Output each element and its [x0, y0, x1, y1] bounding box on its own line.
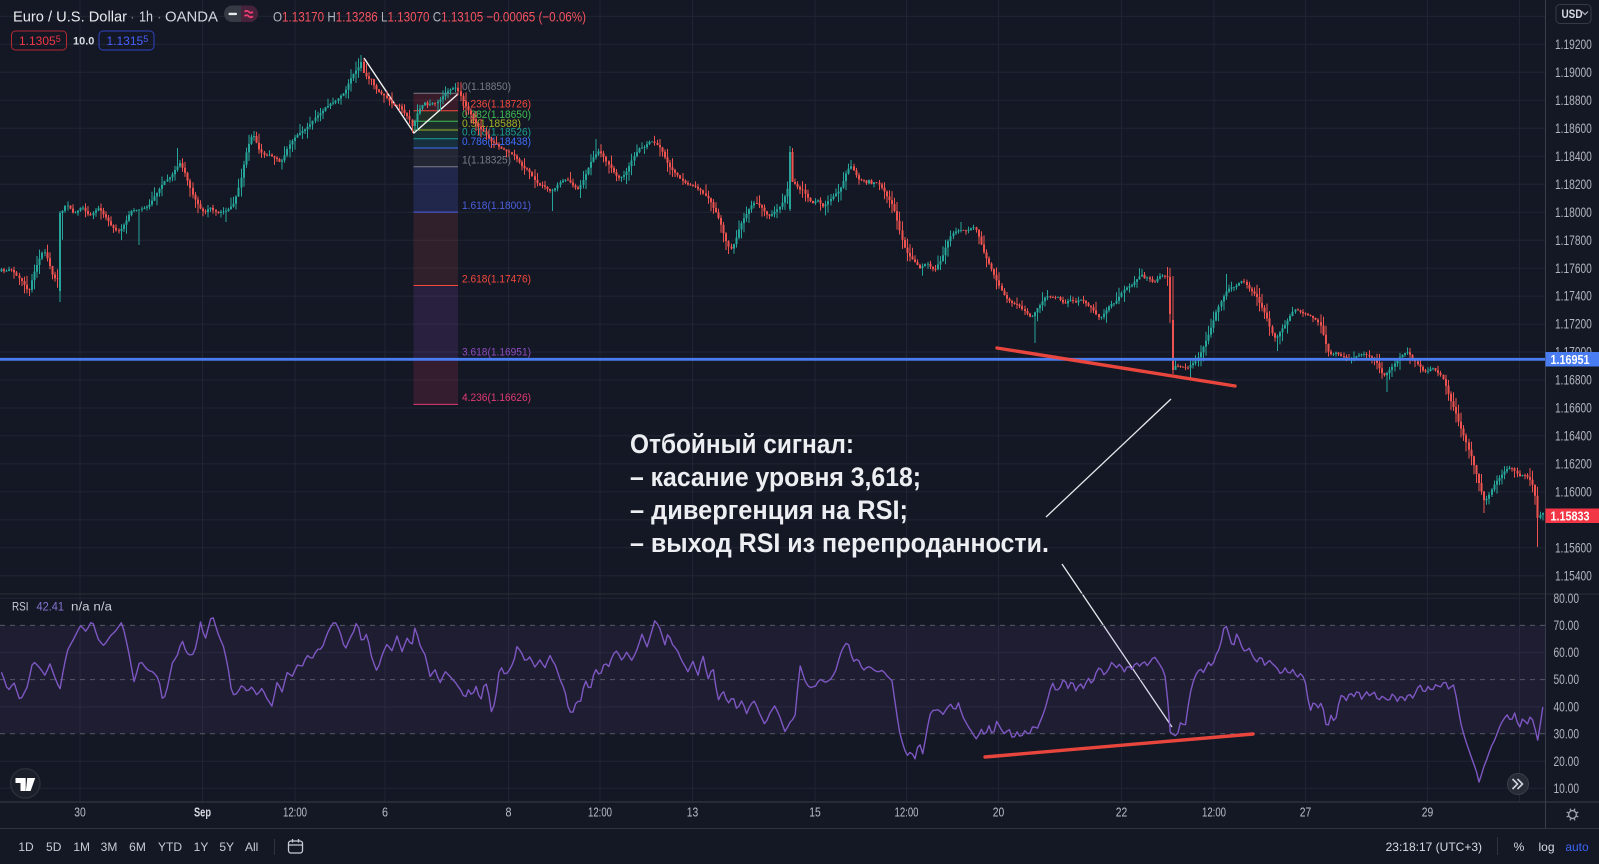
- svg-text:40.00: 40.00: [1554, 700, 1580, 715]
- svg-text:1.17200: 1.17200: [1555, 317, 1592, 332]
- svg-text:All: All: [245, 840, 258, 854]
- svg-text:12:00: 12:00: [283, 805, 307, 820]
- svg-text:1.19200: 1.19200: [1555, 37, 1592, 52]
- svg-text:0.618(1.18526): 0.618(1.18526): [462, 127, 531, 139]
- svg-text:OANDA: OANDA: [165, 10, 218, 26]
- svg-text:%: %: [1514, 840, 1525, 854]
- svg-text:5Y: 5Y: [219, 840, 234, 854]
- svg-text:2.618(1.17476): 2.618(1.17476): [462, 273, 531, 285]
- svg-text:15: 15: [809, 805, 821, 820]
- svg-text:5D: 5D: [46, 840, 62, 854]
- svg-text:1.18600: 1.18600: [1555, 121, 1592, 136]
- svg-text:12:00: 12:00: [1202, 805, 1226, 820]
- svg-text:30: 30: [74, 805, 86, 820]
- svg-text:29: 29: [1422, 805, 1434, 820]
- svg-text:27: 27: [1300, 805, 1312, 820]
- svg-text:0(1.18850): 0(1.18850): [462, 81, 511, 93]
- svg-text:1.17800: 1.17800: [1555, 233, 1592, 248]
- svg-text:RSI: RSI: [12, 602, 29, 614]
- svg-text:23:18:17 (UTC+3): 23:18:17 (UTC+3): [1386, 840, 1482, 854]
- svg-text:6: 6: [382, 805, 388, 820]
- svg-text:1Y: 1Y: [194, 840, 209, 854]
- svg-text:– дивергенция на RSI;: – дивергенция на RSI;: [630, 495, 908, 525]
- svg-text:1h: 1h: [139, 10, 153, 26]
- svg-text:80.00: 80.00: [1554, 591, 1580, 606]
- svg-text:8: 8: [506, 805, 512, 820]
- svg-text:1.16600: 1.16600: [1555, 401, 1592, 416]
- svg-text:1.17600: 1.17600: [1555, 261, 1592, 276]
- svg-text:10.0: 10.0: [73, 36, 94, 48]
- svg-text:1M: 1M: [73, 840, 90, 854]
- svg-text:– выход RSI из перепроданности: – выход RSI из перепроданности.: [630, 528, 1049, 558]
- svg-text:1D: 1D: [18, 840, 34, 854]
- svg-text:1.15833: 1.15833: [1551, 510, 1590, 524]
- svg-text:·: ·: [157, 10, 162, 26]
- svg-text:1.13155: 1.13155: [107, 34, 149, 48]
- svg-text:42.41: 42.41: [37, 602, 65, 614]
- svg-text:– касание уровня 3,618;: – касание уровня 3,618;: [630, 462, 921, 492]
- svg-text:3M: 3M: [101, 840, 118, 854]
- svg-text:1.18400: 1.18400: [1555, 149, 1592, 164]
- svg-text:·: ·: [130, 10, 135, 26]
- svg-text:30.00: 30.00: [1554, 726, 1580, 741]
- svg-text:log: log: [1538, 840, 1554, 854]
- svg-text:20: 20: [993, 805, 1005, 820]
- svg-text:3.618(1.16951): 3.618(1.16951): [462, 347, 531, 359]
- svg-text:1.16800: 1.16800: [1555, 373, 1592, 388]
- svg-text:1.13055: 1.13055: [19, 34, 61, 48]
- svg-text:1.18800: 1.18800: [1555, 93, 1592, 108]
- svg-text:Отбойный сигнал:: Отбойный сигнал:: [630, 429, 854, 459]
- svg-text:1.18200: 1.18200: [1555, 177, 1592, 192]
- svg-text:1.15600: 1.15600: [1555, 541, 1592, 556]
- svg-text:USD: USD: [1562, 7, 1583, 21]
- svg-text:1.16951: 1.16951: [1551, 353, 1590, 367]
- svg-text:1.16000: 1.16000: [1555, 485, 1592, 500]
- svg-text:6M: 6M: [129, 840, 146, 854]
- svg-text:1.15400: 1.15400: [1555, 568, 1592, 583]
- svg-text:60.00: 60.00: [1554, 645, 1580, 660]
- svg-text:auto: auto: [1565, 840, 1589, 854]
- svg-text:O1.13170 H1.13286 L1.13070 C1.: O1.13170 H1.13286 L1.13070 C1.13105 −0.0…: [273, 9, 586, 25]
- svg-text:13: 13: [687, 805, 699, 820]
- svg-text:Sep: Sep: [194, 805, 211, 820]
- svg-text:0.382(1.18650): 0.382(1.18650): [462, 109, 531, 121]
- svg-text:22: 22: [1116, 805, 1128, 820]
- svg-text:4.236(1.16626): 4.236(1.16626): [462, 392, 531, 404]
- svg-text:1.16200: 1.16200: [1555, 457, 1592, 472]
- svg-text:Euro / U.S. Dollar: Euro / U.S. Dollar: [13, 10, 127, 26]
- svg-text:1.16400: 1.16400: [1555, 429, 1592, 444]
- svg-text:1(1.18325): 1(1.18325): [462, 155, 511, 167]
- svg-text:1.618(1.18001): 1.618(1.18001): [462, 200, 531, 212]
- svg-text:1.18000: 1.18000: [1555, 205, 1592, 220]
- svg-text:50.00: 50.00: [1554, 672, 1580, 687]
- svg-text:YTD: YTD: [158, 840, 182, 854]
- svg-text:n/a n/a: n/a n/a: [71, 602, 113, 614]
- svg-text:1.19000: 1.19000: [1555, 65, 1592, 80]
- svg-text:12:00: 12:00: [895, 805, 919, 820]
- svg-text:20.00: 20.00: [1554, 754, 1580, 769]
- svg-text:12:00: 12:00: [588, 805, 612, 820]
- svg-text:0.236(1.18726): 0.236(1.18726): [462, 99, 531, 111]
- svg-text:70.00: 70.00: [1554, 618, 1580, 633]
- svg-text:10.00: 10.00: [1554, 781, 1580, 796]
- svg-text:1.17400: 1.17400: [1555, 289, 1592, 304]
